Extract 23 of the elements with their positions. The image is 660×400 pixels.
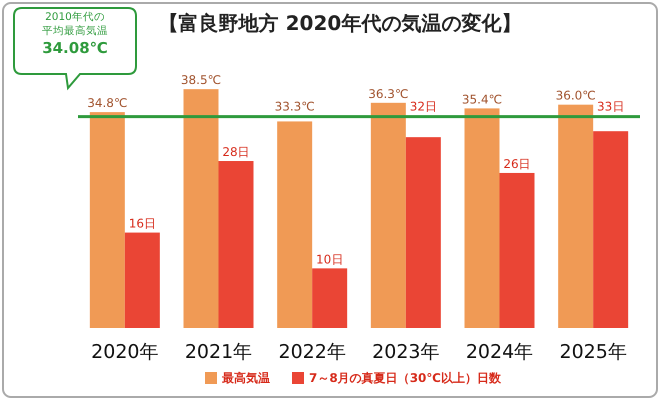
ref-line-label: 2010年代の平均最高気温34.08℃ bbox=[40, 10, 109, 59]
ref-label: 2010年代の平均最高気温34.08℃ bbox=[13, 7, 137, 89]
data-label: 33日 bbox=[597, 100, 624, 114]
x-tick-label: 2025年 bbox=[559, 341, 627, 363]
x-tick-label: 2020年 bbox=[91, 341, 159, 363]
data-label: 28日 bbox=[222, 145, 250, 160]
title: 【富良野地方 2020年代の気温の変化】 bbox=[158, 11, 522, 35]
data-label: 34.8℃ bbox=[87, 96, 128, 110]
legend-label: 7～8月の真夏日（30℃以上）日数 bbox=[309, 371, 502, 385]
data-label: 36.3℃ bbox=[368, 86, 408, 101]
x-tick-label: 2023年 bbox=[372, 341, 440, 363]
data-label: 16日 bbox=[128, 216, 156, 231]
data-label: 33.3℃ bbox=[274, 100, 315, 114]
legend-label: 最高気温 bbox=[221, 371, 270, 385]
data-label: 36.0℃ bbox=[556, 88, 596, 103]
x-tick-label: 2024年 bbox=[466, 341, 534, 363]
x-tick-label: 2022年 bbox=[278, 341, 346, 363]
data-label: 35.4℃ bbox=[462, 92, 502, 106]
x-tick-label: 2021年 bbox=[184, 341, 252, 363]
data-label: 38.5℃ bbox=[180, 73, 222, 88]
data-label: 32日 bbox=[410, 100, 437, 114]
data-label: 26日 bbox=[503, 156, 531, 171]
data-label: 10日 bbox=[316, 252, 344, 266]
